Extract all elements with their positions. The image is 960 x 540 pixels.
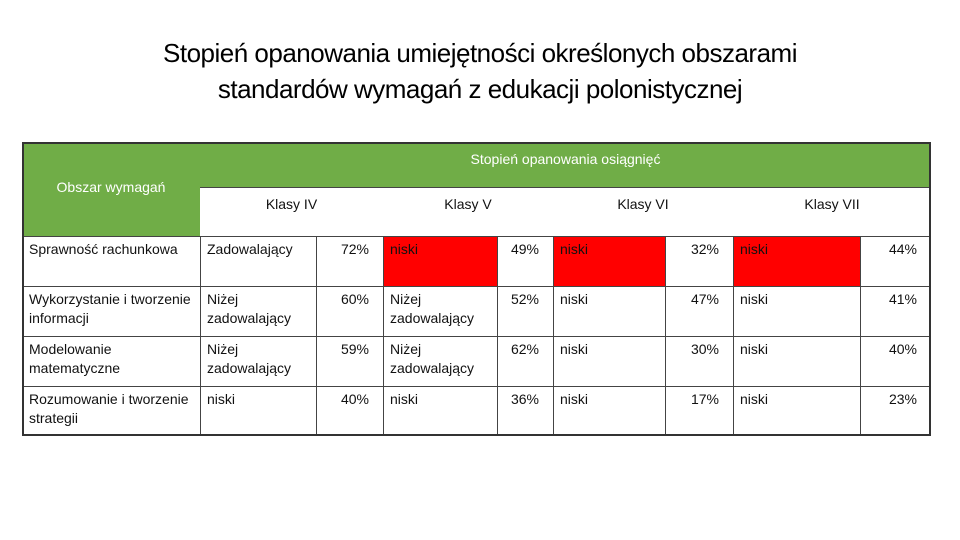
- area-cell: Wykorzystanie i tworzenie informacji: [22, 286, 200, 336]
- level-cell: niski: [733, 336, 860, 386]
- level-cell: niski: [733, 236, 860, 286]
- percent-cell: 36%: [497, 386, 553, 436]
- percent-cell: 72%: [316, 236, 383, 286]
- level-cell: niski: [200, 386, 316, 436]
- area-cell: Rozumowanie i tworzenie strategii: [22, 386, 200, 436]
- level-cell: Niżej zadowalający: [200, 336, 316, 386]
- percent-cell: 52%: [497, 286, 553, 336]
- first-column-header: Obszar wymagań: [22, 142, 200, 236]
- level-cell: Niżej zadowalający: [383, 336, 497, 386]
- percent-cell: 30%: [665, 336, 733, 386]
- class-header: Klasy IV: [265, 196, 318, 212]
- level-cell: niski: [733, 286, 860, 336]
- level-cell: Niżej zadowalający: [200, 286, 316, 336]
- level-cell: niski: [733, 386, 860, 436]
- level-cell: Niżej zadowalający: [383, 286, 497, 336]
- title-line: standardów wymagań z edukacji polonistyc…: [217, 74, 743, 104]
- percent-cell: 17%: [665, 386, 733, 436]
- percent-cell: 44%: [860, 236, 931, 286]
- title-line: Stopień opanowania umiejętności określon…: [163, 38, 798, 68]
- level-cell: niski: [553, 236, 665, 286]
- class-header: Klasy VII: [804, 196, 860, 212]
- class-header: Klasy V: [444, 196, 492, 212]
- percent-cell: 40%: [860, 336, 931, 386]
- percent-cell: 60%: [316, 286, 383, 336]
- percent-cell: 62%: [497, 336, 553, 386]
- level-cell: niski: [383, 386, 497, 436]
- percent-cell: 59%: [316, 336, 383, 386]
- level-cell: Zadowalający: [200, 236, 316, 286]
- percent-cell: 23%: [860, 386, 931, 436]
- level-cell: niski: [383, 236, 497, 286]
- class-header: Klasy VI: [617, 196, 669, 212]
- level-cell: niski: [553, 336, 665, 386]
- percent-cell: 49%: [497, 236, 553, 286]
- level-cell: niski: [553, 286, 665, 336]
- group-header: Stopień opanowania osiągnięć: [200, 142, 931, 188]
- area-cell: Modelowanie matematyczne: [22, 336, 200, 386]
- level-cell: niski: [553, 386, 665, 436]
- percent-cell: 32%: [665, 236, 733, 286]
- percent-cell: 40%: [316, 386, 383, 436]
- percent-cell: 41%: [860, 286, 931, 336]
- percent-cell: 47%: [665, 286, 733, 336]
- area-cell: Sprawność rachunkowa: [22, 236, 200, 286]
